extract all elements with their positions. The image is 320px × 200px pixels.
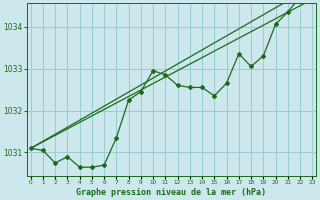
X-axis label: Graphe pression niveau de la mer (hPa): Graphe pression niveau de la mer (hPa)	[76, 188, 267, 197]
